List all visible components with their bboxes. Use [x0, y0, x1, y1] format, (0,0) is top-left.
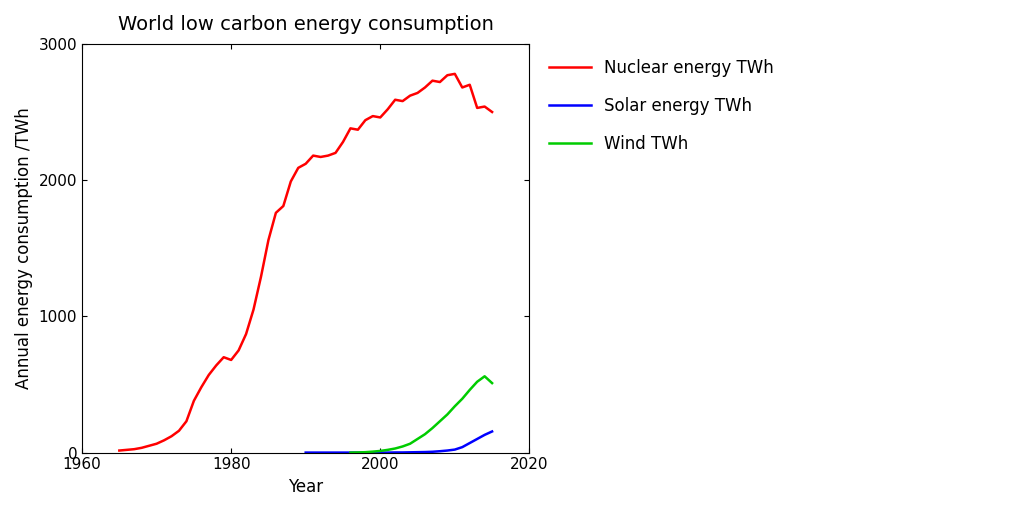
- Solar energy TWh: [441, 448, 454, 454]
- Y-axis label: Annual energy consumption /TWh: Annual energy consumption /TWh: [15, 107, 33, 389]
- Nuclear energy TWh: [196, 384, 208, 390]
- Wind TWh: [456, 396, 468, 402]
- Nuclear energy TWh: [232, 347, 245, 354]
- Wind TWh: [478, 373, 490, 379]
- Solar energy TWh: [322, 450, 334, 456]
- Wind TWh: [449, 403, 461, 409]
- Wind TWh: [403, 440, 416, 447]
- X-axis label: Year: Year: [288, 478, 324, 496]
- Wind TWh: [434, 418, 446, 424]
- Solar energy TWh: [344, 450, 356, 456]
- Line: Solar energy TWh: Solar energy TWh: [306, 431, 493, 453]
- Solar energy TWh: [314, 450, 327, 456]
- Wind TWh: [396, 444, 409, 450]
- Solar energy TWh: [337, 450, 349, 456]
- Wind TWh: [441, 411, 454, 417]
- Solar energy TWh: [307, 450, 319, 456]
- Wind TWh: [367, 449, 379, 455]
- Title: World low carbon energy consumption: World low carbon energy consumption: [118, 15, 494, 34]
- Solar energy TWh: [434, 448, 446, 454]
- Solar energy TWh: [419, 449, 431, 455]
- Wind TWh: [486, 380, 499, 386]
- Solar energy TWh: [426, 449, 438, 455]
- Wind TWh: [389, 446, 401, 452]
- Legend: Nuclear energy TWh, Solar energy TWh, Wind TWh: Nuclear energy TWh, Solar energy TWh, Wi…: [542, 52, 780, 159]
- Nuclear energy TWh: [478, 104, 490, 110]
- Solar energy TWh: [464, 440, 476, 446]
- Solar energy TWh: [449, 447, 461, 453]
- Solar energy TWh: [412, 449, 424, 455]
- Solar energy TWh: [300, 450, 312, 456]
- Solar energy TWh: [389, 449, 401, 455]
- Solar energy TWh: [330, 450, 342, 456]
- Wind TWh: [426, 425, 438, 431]
- Nuclear energy TWh: [486, 109, 499, 115]
- Wind TWh: [412, 436, 424, 442]
- Wind TWh: [359, 449, 372, 455]
- Nuclear energy TWh: [359, 117, 372, 123]
- Nuclear energy TWh: [382, 106, 394, 112]
- Line: Wind TWh: Wind TWh: [350, 376, 493, 453]
- Solar energy TWh: [486, 428, 499, 434]
- Solar energy TWh: [374, 450, 386, 456]
- Wind TWh: [352, 449, 365, 455]
- Wind TWh: [471, 379, 483, 385]
- Nuclear energy TWh: [225, 357, 238, 363]
- Solar energy TWh: [396, 449, 409, 455]
- Solar energy TWh: [478, 432, 490, 438]
- Wind TWh: [464, 387, 476, 393]
- Line: Nuclear energy TWh: Nuclear energy TWh: [120, 74, 493, 451]
- Wind TWh: [382, 447, 394, 453]
- Solar energy TWh: [352, 450, 365, 456]
- Wind TWh: [344, 450, 356, 456]
- Solar energy TWh: [471, 436, 483, 442]
- Solar energy TWh: [382, 450, 394, 456]
- Nuclear energy TWh: [114, 448, 126, 454]
- Solar energy TWh: [359, 450, 372, 456]
- Solar energy TWh: [403, 449, 416, 455]
- Nuclear energy TWh: [449, 71, 461, 77]
- Wind TWh: [374, 448, 386, 454]
- Solar energy TWh: [367, 450, 379, 456]
- Solar energy TWh: [456, 444, 468, 450]
- Wind TWh: [419, 431, 431, 437]
